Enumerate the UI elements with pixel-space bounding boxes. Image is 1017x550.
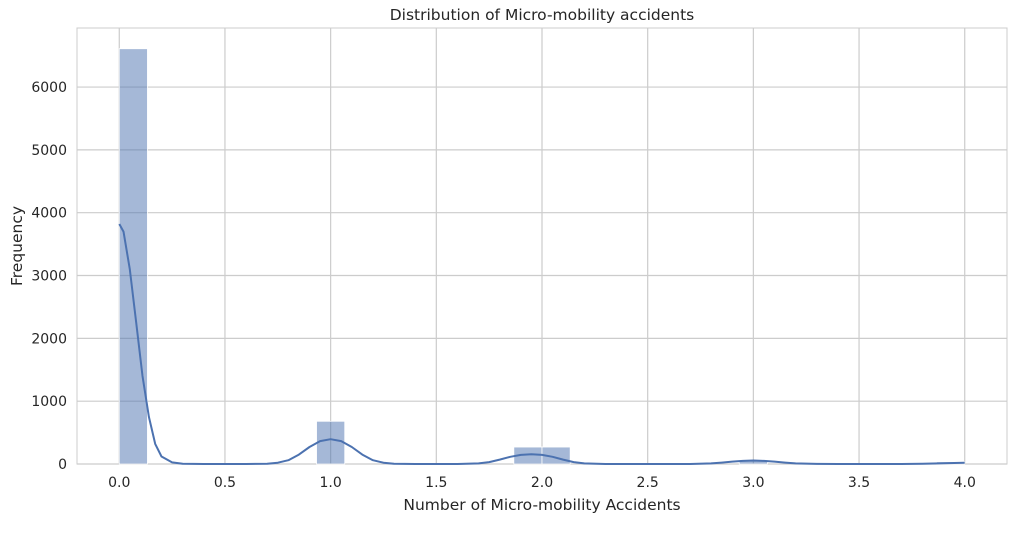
histogram-bar (118, 48, 148, 465)
x-tick-label: 0.0 (108, 475, 130, 491)
y-tick-label: 6000 (31, 80, 67, 96)
x-tick-label: 2.0 (531, 475, 553, 491)
x-tick-label: 4.0 (954, 475, 976, 491)
x-tick-label: 1.0 (320, 475, 342, 491)
y-axis-ticks: 0 1000 2000 3000 4000 5000 6000 (31, 80, 67, 473)
y-tick-label: 1000 (31, 394, 67, 410)
y-tick-label: 4000 (31, 206, 67, 222)
x-axis-ticks: 0.0 0.5 1.0 1.5 2.0 2.5 3.0 3.5 4.0 (108, 475, 976, 491)
histogram-bar (316, 420, 346, 465)
chart-title: Distribution of Micro-mobility accidents (390, 6, 695, 24)
x-tick-label: 1.5 (425, 475, 447, 491)
x-gridlines (118, 28, 966, 464)
kde-curve (118, 223, 965, 465)
y-tick-label: 0 (58, 457, 67, 473)
x-tick-label: 3.5 (848, 475, 870, 491)
y-tick-label: 2000 (31, 331, 67, 347)
y-tick-label: 3000 (31, 269, 67, 285)
x-tick-label: 2.5 (637, 475, 659, 491)
x-tick-label: 3.0 (742, 475, 764, 491)
y-axis-label: Frequency (8, 206, 26, 286)
y-tick-label: 5000 (31, 143, 67, 159)
x-tick-label: 0.5 (214, 475, 236, 491)
x-axis-label: Number of Micro-mobility Accidents (403, 496, 680, 514)
